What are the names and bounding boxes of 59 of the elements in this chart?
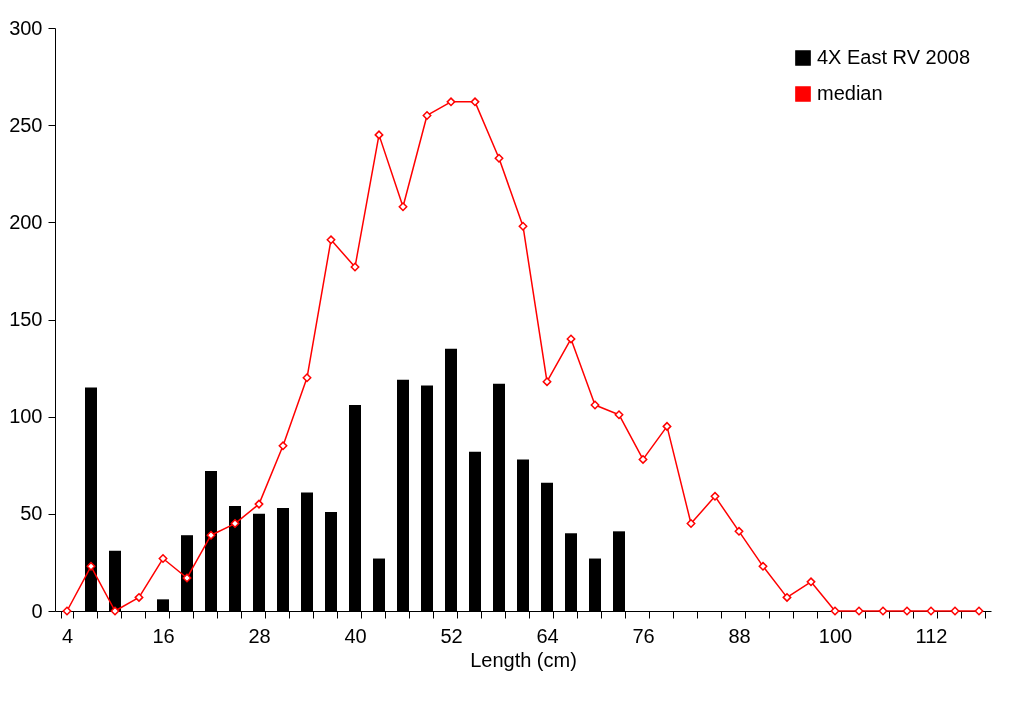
point [398,202,408,212]
point [446,97,456,107]
point [614,410,624,420]
point [542,377,552,387]
point [638,454,648,464]
x-tick-label: 76 [632,624,655,647]
point [158,554,168,563]
point [110,606,120,616]
point [806,577,816,587]
x-tick-label: 64 [536,624,559,647]
point [230,519,240,529]
point [590,400,600,410]
point [254,499,264,509]
point [950,606,960,616]
point [350,262,360,272]
point [494,153,504,163]
x-tick-label: 88 [728,624,751,647]
point [686,519,696,529]
y-tick-label: 100 [9,405,43,428]
x-tick-label: 52 [440,624,463,647]
legend-label: 4X East RV 2008 [817,46,971,68]
point [734,526,744,536]
x-tick-label: 40 [344,624,367,647]
point [326,235,336,245]
point [518,221,528,231]
point [182,573,192,583]
point [854,606,864,616]
point [782,592,792,602]
y-tick-label: 250 [9,113,43,136]
point [374,130,384,140]
y-tick-label: 150 [9,308,43,330]
point [662,421,672,431]
point [758,561,768,571]
x-axis-title: Length (cm) [470,648,577,671]
point [470,97,480,107]
point [302,373,312,383]
point [902,606,912,616]
point [710,491,720,501]
point [974,606,984,616]
point [134,592,144,602]
y-tick-label: 300 [9,16,43,39]
x-tick-label: 100 [818,624,853,647]
x-tick-label: 28 [248,624,271,647]
point [830,606,840,616]
point [422,110,432,120]
x-tick-label: 4 [61,624,74,647]
point [878,606,888,616]
point [566,334,576,344]
point [86,561,96,571]
point [62,606,72,616]
point [278,441,288,451]
point [206,530,216,540]
y-tick-label: 0 [31,599,43,622]
y-tick-label: 50 [20,502,43,525]
point [926,606,936,616]
x-tick-label: 112 [915,624,948,647]
legend-label: median [817,82,883,104]
x-tick-label: 16 [152,624,175,647]
y-tick-label: 200 [9,210,43,233]
